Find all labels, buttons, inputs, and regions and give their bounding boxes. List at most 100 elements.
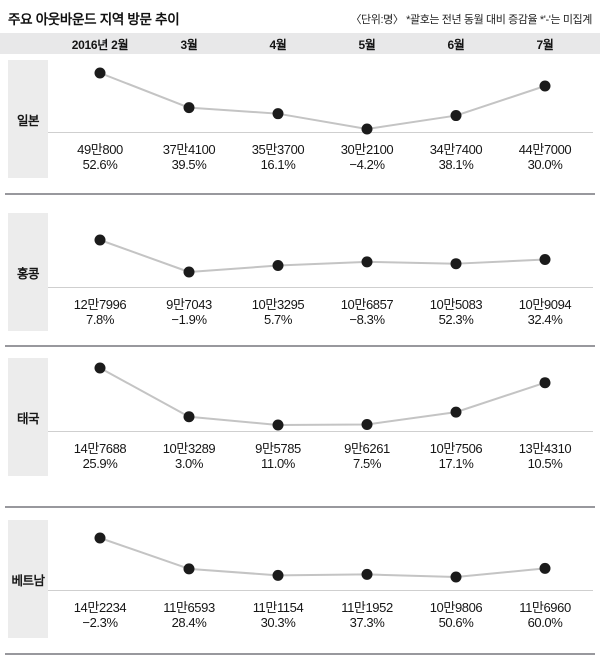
region-label-box: 일본 <box>8 60 48 178</box>
month-header-2: 4월 <box>269 38 287 52</box>
region-label: 홍콩 <box>16 266 40 281</box>
value-label: 9만6261 <box>344 441 390 456</box>
growth-label: 39.5% <box>171 157 207 172</box>
value-label: 10만7506 <box>429 441 483 456</box>
section-divider <box>5 193 595 195</box>
region-label: 베트남 <box>11 573 45 588</box>
data-point <box>94 362 106 374</box>
growth-label: −4.2% <box>349 157 385 172</box>
region-row-1: 홍콩 12만7996 7.8% 9만7043 −1.9% 10만3295 5.7% 10만68… <box>0 213 600 331</box>
region-label: 일본 <box>16 113 40 128</box>
growth-label: 10.5% <box>527 456 563 471</box>
value-label: 49만800 <box>77 142 123 157</box>
value-label: 10만5083 <box>429 297 483 312</box>
month-header-band <box>0 33 600 54</box>
data-point <box>183 563 195 575</box>
trend-line <box>99 367 546 426</box>
data-point <box>361 123 373 135</box>
growth-label: 37.3% <box>349 615 385 630</box>
region-row-3: 베트남 14만2234 −2.3% 11만6593 28.4% 11만1154 30.3% 1… <box>0 520 600 638</box>
month-header-4: 6월 <box>447 38 465 52</box>
trend-line <box>99 72 546 130</box>
month-header-5: 7월 <box>536 38 554 52</box>
value-label: 10만6857 <box>340 297 394 312</box>
month-header-3: 5월 <box>358 38 376 52</box>
growth-label: 7.8% <box>85 312 115 327</box>
data-point <box>539 377 551 389</box>
growth-label: 25.9% <box>82 456 118 471</box>
data-point <box>539 80 551 92</box>
data-point <box>450 571 462 583</box>
data-point <box>450 258 462 270</box>
value-label: 12만7996 <box>73 297 127 312</box>
region-label: 태국 <box>16 411 40 426</box>
month-header-0: 2016년 2월 <box>71 38 129 52</box>
value-label: 9만5785 <box>255 441 301 456</box>
data-point <box>183 266 195 278</box>
data-point <box>450 110 462 122</box>
value-label: 11만1952 <box>341 600 393 615</box>
unit-note: 〈단위:명〉 *괄호는 전년 동월 대비 증감율 *'-'는 미집계 <box>350 14 592 26</box>
value-label: 35만3700 <box>251 142 305 157</box>
data-point <box>361 568 373 580</box>
growth-label: −8.3% <box>349 312 385 327</box>
data-point <box>272 260 284 272</box>
value-label: 9만7043 <box>166 297 212 312</box>
value-label: 11만6593 <box>163 600 215 615</box>
data-point <box>94 67 106 79</box>
growth-label: −2.3% <box>82 615 118 630</box>
data-point <box>94 234 106 246</box>
data-point <box>272 569 284 581</box>
value-label: 11만6960 <box>519 600 571 615</box>
growth-label: −1.9% <box>171 312 207 327</box>
growth-label: 28.4% <box>171 615 207 630</box>
value-label: 10만3289 <box>162 441 216 456</box>
trend-line <box>99 537 546 578</box>
section-divider <box>5 653 595 655</box>
growth-label: 16.1% <box>260 157 296 172</box>
data-point <box>94 532 106 544</box>
value-label: 37만4100 <box>162 142 216 157</box>
data-point <box>183 411 195 423</box>
growth-label: 7.5% <box>352 456 382 471</box>
data-point <box>361 256 373 268</box>
section-divider <box>5 506 595 508</box>
data-point <box>183 102 195 114</box>
growth-label: 32.4% <box>527 312 563 327</box>
data-point <box>539 562 551 574</box>
value-label: 34만7400 <box>429 142 483 157</box>
line-chart-1 <box>48 234 593 288</box>
value-label: 14만2234 <box>73 600 127 615</box>
value-label: 10만3295 <box>251 297 305 312</box>
data-point <box>539 254 551 266</box>
region-row-0: 일본 49만800 52.6% 37만4100 39.5% 35만3700 16.1% 30만… <box>0 60 600 178</box>
value-label: 10만9806 <box>429 600 483 615</box>
growth-label: 38.1% <box>438 157 474 172</box>
value-label: 13만4310 <box>518 441 572 456</box>
region-row-2: 태국 14만7688 25.9% 10만3289 3.0% 9만5785 11.0% 9만62… <box>0 358 600 476</box>
growth-label: 50.6% <box>438 615 474 630</box>
line-chart-0 <box>48 67 593 135</box>
growth-label: 30.3% <box>260 615 296 630</box>
data-point <box>272 108 284 120</box>
trend-line <box>99 239 546 273</box>
data-point <box>361 418 373 430</box>
region-label-box: 베트남 <box>8 520 48 638</box>
data-point <box>450 406 462 418</box>
data-point <box>272 419 284 431</box>
month-header-1: 3월 <box>180 38 198 52</box>
growth-label: 60.0% <box>527 615 563 630</box>
value-label: 11만1154 <box>252 600 304 615</box>
growth-label: 3.0% <box>174 456 204 471</box>
value-label: 30만2100 <box>340 142 394 157</box>
line-chart-3 <box>48 532 593 591</box>
growth-label: 5.7% <box>263 312 293 327</box>
growth-label: 17.1% <box>438 456 474 471</box>
growth-label: 30.0% <box>527 157 563 172</box>
region-label-box: 태국 <box>8 358 48 476</box>
section-divider <box>5 345 595 347</box>
region-label-box: 홍콩 <box>8 213 48 331</box>
growth-label: 52.6% <box>82 157 118 172</box>
line-chart-2 <box>48 362 593 432</box>
